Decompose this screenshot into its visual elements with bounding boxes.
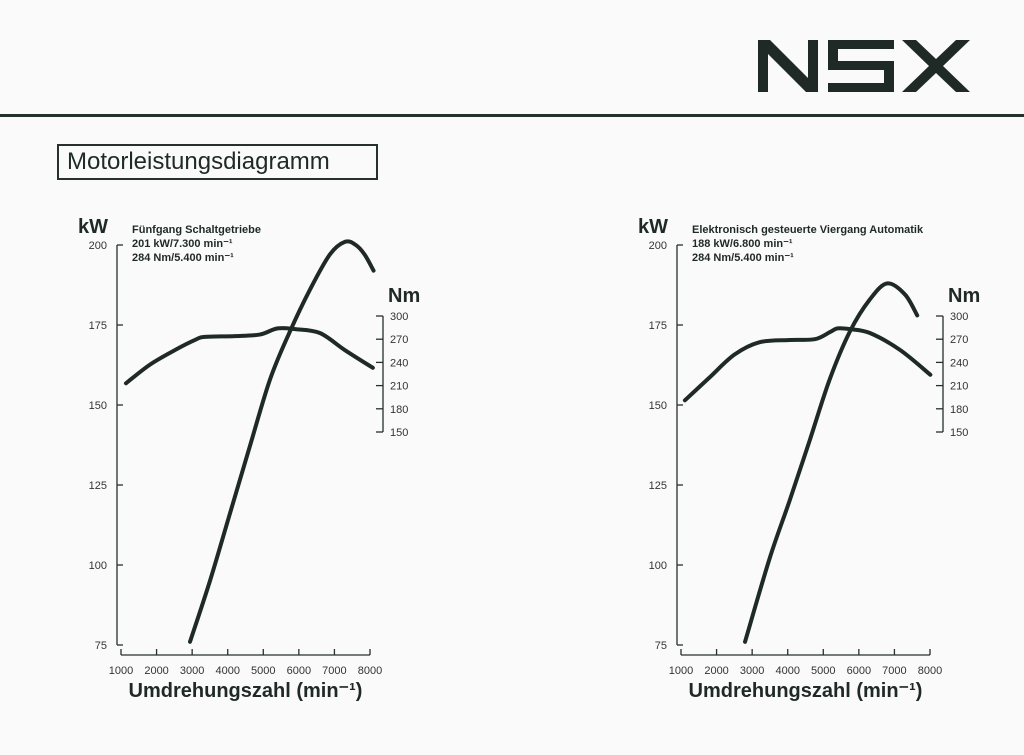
rpm-tick-label: 2000 bbox=[704, 665, 728, 677]
rpm-axis-title: Umdrehungszahl (min⁻¹) bbox=[129, 680, 363, 702]
rpm-tick-label: 3000 bbox=[740, 665, 764, 677]
nsx-logo bbox=[758, 40, 970, 92]
kw-tick-label: 100 bbox=[649, 560, 667, 572]
chart-annotation: 188 kW/6.800 min⁻¹ bbox=[692, 238, 793, 250]
rpm-tick-label: 7000 bbox=[882, 665, 906, 677]
chart-title: Elektronisch gesteuerte Viergang Automat… bbox=[692, 224, 924, 236]
torque-curve bbox=[682, 326, 933, 403]
rpm-tick-label: 3000 bbox=[180, 665, 204, 677]
torque-curve bbox=[123, 326, 375, 386]
nm-tick-label: 270 bbox=[950, 334, 968, 346]
rpm-tick-label: 1000 bbox=[669, 665, 693, 677]
kw-tick-label: 125 bbox=[89, 480, 107, 492]
page-title: Motorleistungsdiagramm bbox=[57, 144, 378, 180]
nm-tick-label: 210 bbox=[390, 381, 408, 393]
rpm-tick-label: 7000 bbox=[322, 665, 346, 677]
chart-annotation: 284 Nm/5.400 min⁻¹ bbox=[132, 252, 234, 264]
nm-tick-label: 240 bbox=[390, 357, 408, 369]
kw-tick-label: 150 bbox=[89, 400, 107, 412]
power-curve bbox=[188, 239, 376, 644]
rpm-tick-label: 6000 bbox=[847, 665, 871, 677]
chart-annotation: 201 kW/7.300 min⁻¹ bbox=[132, 238, 233, 250]
kw-axis-label: kW bbox=[78, 216, 108, 238]
nm-tick-label: 150 bbox=[390, 427, 408, 439]
rpm-tick-label: 1000 bbox=[109, 665, 133, 677]
kw-axis-label: kW bbox=[638, 216, 668, 238]
kw-tick-label: 75 bbox=[95, 640, 107, 652]
nm-tick-label: 180 bbox=[390, 404, 408, 416]
kw-tick-label: 200 bbox=[89, 240, 107, 252]
nm-axis-label: Nm bbox=[948, 285, 980, 307]
rpm-tick-label: 4000 bbox=[215, 665, 239, 677]
chart-title: Fünfgang Schaltgetriebe bbox=[132, 224, 261, 236]
rpm-tick-label: 6000 bbox=[287, 665, 311, 677]
nm-tick-label: 210 bbox=[950, 381, 968, 393]
rpm-tick-label: 5000 bbox=[811, 665, 835, 677]
chart-annotation: 284 Nm/5.400 min⁻¹ bbox=[692, 252, 794, 264]
header-rule bbox=[0, 114, 1024, 117]
nm-tick-label: 300 bbox=[950, 311, 968, 323]
kw-tick-label: 175 bbox=[649, 320, 667, 332]
kw-tick-label: 200 bbox=[649, 240, 667, 252]
nm-tick-label: 240 bbox=[950, 357, 968, 369]
nm-tick-label: 300 bbox=[390, 311, 408, 323]
kw-tick-label: 100 bbox=[89, 560, 107, 572]
nm-tick-label: 270 bbox=[390, 334, 408, 346]
kw-tick-label: 125 bbox=[649, 480, 667, 492]
kw-tick-label: 75 bbox=[655, 640, 667, 652]
kw-tick-label: 150 bbox=[649, 400, 667, 412]
rpm-tick-label: 5000 bbox=[251, 665, 275, 677]
rpm-tick-label: 8000 bbox=[918, 665, 942, 677]
nm-tick-label: 180 bbox=[950, 404, 968, 416]
nm-tick-label: 150 bbox=[950, 427, 968, 439]
rpm-axis-title: Umdrehungszahl (min⁻¹) bbox=[689, 680, 923, 702]
nm-axis-label: Nm bbox=[388, 285, 420, 307]
rpm-tick-label: 4000 bbox=[775, 665, 799, 677]
power-curve bbox=[743, 281, 920, 644]
rpm-tick-label: 8000 bbox=[358, 665, 382, 677]
rpm-tick-label: 2000 bbox=[144, 665, 168, 677]
kw-tick-label: 175 bbox=[89, 320, 107, 332]
